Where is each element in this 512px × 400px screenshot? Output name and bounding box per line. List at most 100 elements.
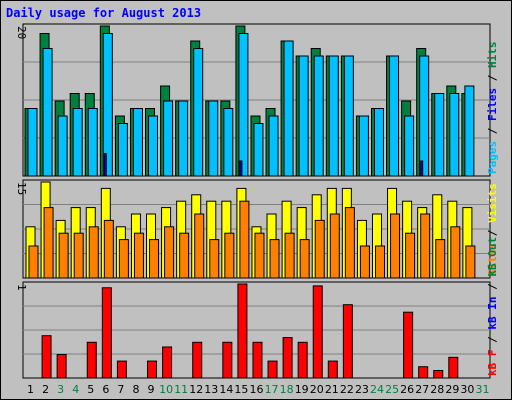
bar-kb-f: [297, 341, 308, 379]
bar-files: [389, 55, 400, 177]
bar-kb-f: [433, 369, 444, 379]
bar-kb-f: [192, 341, 203, 379]
bar-files: [42, 48, 53, 177]
bar-sites: [164, 226, 175, 279]
x-tick-label: 4: [72, 383, 79, 396]
bar-sites: [269, 239, 280, 279]
bar-files: [343, 55, 354, 177]
scale-label: 1: [15, 284, 28, 291]
bar-sites: [314, 219, 325, 279]
bar-sites: [374, 245, 385, 279]
x-tick-label: 15: [234, 383, 248, 396]
x-tick-label: 6: [102, 383, 109, 396]
bar-sites: [43, 207, 54, 279]
bar-sites: [465, 245, 476, 279]
bar-sites: [28, 245, 39, 279]
x-tick-label: 16: [250, 383, 264, 396]
bar-sites: [359, 245, 370, 279]
bar-sites: [118, 239, 129, 279]
legend-entry: kB Out: [486, 237, 499, 277]
bar-sites: [224, 232, 235, 279]
bar-kb-f: [56, 354, 67, 379]
x-tick-label: 28: [430, 383, 444, 396]
legend-entry: Hits: [486, 42, 499, 69]
bar-files: [27, 108, 38, 177]
legend-entry: /: [486, 121, 499, 141]
bar-files: [268, 115, 279, 177]
bar-sites: [209, 239, 220, 279]
legend-entry: /: [486, 223, 499, 243]
legend-hits-files-pages: Pages / Files / Hits: [486, 42, 499, 175]
x-tick-label: 30: [460, 383, 474, 396]
bar-files: [57, 115, 68, 177]
bar-files: [313, 55, 324, 177]
x-tick-label: 23: [355, 383, 369, 396]
bar-pages: [103, 153, 107, 177]
bar-files: [163, 100, 174, 177]
x-tick-label: 27: [415, 383, 429, 396]
bar-sites: [405, 232, 416, 279]
legend-entry: Sites: [486, 243, 499, 276]
x-tick-label: 26: [400, 383, 414, 396]
bar-pages: [239, 160, 243, 177]
bar-sites: [344, 207, 355, 279]
bar-kb-f: [41, 335, 52, 379]
bar-sites: [284, 232, 295, 279]
bar-files: [464, 85, 475, 177]
bar-files: [298, 55, 309, 177]
x-tick-label: 29: [445, 383, 459, 396]
x-tick-label: 13: [204, 383, 218, 396]
bar-files: [253, 123, 264, 177]
legend-entry: kB F: [486, 350, 499, 377]
legend-entry: Pages: [486, 141, 499, 174]
bar-kb-f: [237, 283, 248, 379]
legend-entry: kB In: [486, 297, 499, 330]
bar-kb-f: [101, 287, 112, 379]
bar-files: [419, 55, 430, 177]
legend-kb-in-out: kB F / kB In / kB Out: [486, 237, 499, 376]
bar-kb-f: [267, 360, 278, 379]
legend-entry: /: [486, 277, 499, 297]
bar-kb-f: [448, 356, 459, 379]
x-tick-label: 5: [87, 383, 94, 396]
bar-files: [72, 108, 83, 177]
bar-kb-f: [116, 360, 127, 379]
bar-files: [283, 40, 294, 177]
x-tick-label: 18: [280, 383, 294, 396]
x-tick-label: 12: [189, 383, 203, 396]
bar-files: [178, 100, 189, 177]
x-tick-label: 25: [385, 383, 399, 396]
bar-files: [193, 48, 204, 177]
bar-sites: [420, 213, 431, 279]
legend-entry: Files: [486, 88, 499, 121]
bar-files: [328, 55, 339, 177]
x-tick-label: 14: [219, 383, 233, 396]
x-tick-label: 17: [265, 383, 279, 396]
bar-sites: [149, 239, 160, 279]
bar-sites: [133, 232, 144, 279]
x-tick-label: 21: [325, 383, 339, 396]
bar-kb-f: [162, 346, 173, 379]
bar-sites: [88, 226, 99, 279]
legend-visits-sites: Sites / Visits: [486, 183, 499, 276]
bar-sites: [390, 213, 401, 279]
x-tick-label: 10: [159, 383, 173, 396]
bar-files: [434, 93, 445, 177]
x-tick-label: 11: [174, 383, 188, 396]
bar-sites: [73, 232, 84, 279]
bar-sites: [194, 213, 205, 279]
bar-sites: [58, 232, 69, 279]
x-tick-label: 19: [295, 383, 309, 396]
bar-kb-f: [342, 304, 353, 379]
bar-files: [102, 33, 113, 177]
bar-kb-f: [252, 341, 263, 379]
bar-files: [148, 115, 159, 177]
bar-sites: [254, 232, 265, 279]
bar-sites: [239, 200, 250, 279]
x-tick-label: 31: [475, 383, 489, 396]
bar-files: [238, 33, 249, 177]
bar-files: [208, 100, 219, 177]
bar-files: [132, 108, 143, 177]
legend-entry: /: [486, 68, 499, 88]
